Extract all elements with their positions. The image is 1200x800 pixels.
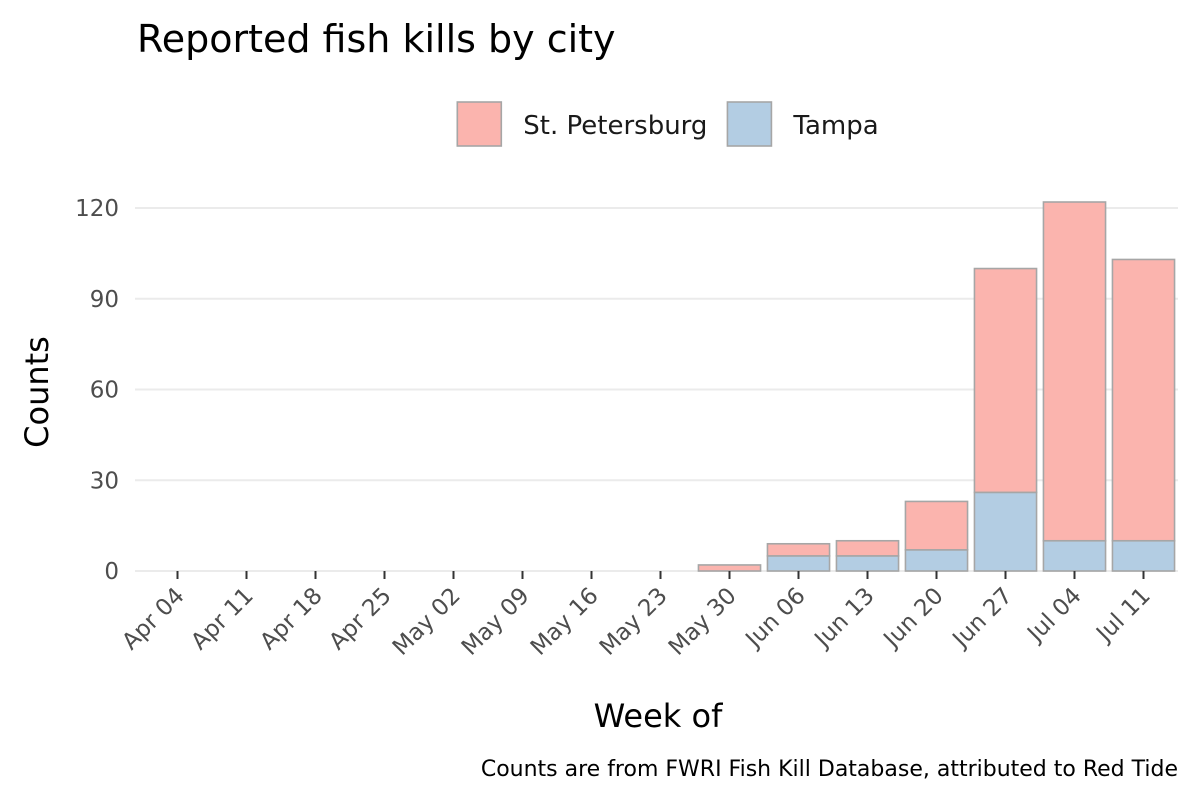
x-tick-label: Apr 18 — [255, 583, 327, 655]
bar-tampa-jul-04 — [1042, 539, 1107, 572]
x-tick-label: Apr 11 — [186, 583, 258, 655]
bar-tampa-jun-06 — [766, 555, 831, 572]
bars — [697, 201, 1176, 572]
bar-tampa-jul-11 — [1111, 539, 1176, 572]
legend-label-st-petersburg: St. Petersburg — [523, 111, 707, 141]
x-tick-label: May 23 — [595, 583, 673, 661]
x-tick-label: May 09 — [457, 583, 535, 661]
bar-st-petersburg-jun-06 — [766, 542, 831, 557]
x-tick-label: Apr 04 — [117, 583, 189, 655]
bar-st-petersburg-jul-04 — [1042, 201, 1107, 542]
legend: St. Petersburg Tampa — [456, 101, 879, 147]
y-tick-label: 90 — [90, 287, 119, 313]
x-tick-label: Jul 04 — [1021, 583, 1086, 648]
y-axis-ticks: 0 30 60 90 120 — [75, 196, 119, 585]
x-tick-label: May 16 — [526, 583, 604, 661]
bar-st-petersburg-jul-11 — [1111, 258, 1176, 542]
y-tick-label: 60 — [90, 378, 119, 404]
x-tick-label: Jun 27 — [947, 583, 1018, 654]
bar-st-petersburg-jun-27 — [973, 267, 1038, 494]
x-tick-label: Apr 25 — [324, 583, 396, 655]
x-tick-label: May 30 — [664, 583, 742, 661]
x-tick-label: Jun 20 — [878, 583, 949, 654]
x-axis-title: Week of — [594, 697, 723, 735]
legend-label-tampa: Tampa — [792, 111, 878, 141]
bar-tampa-jun-20 — [904, 549, 969, 572]
legend-key-tampa — [726, 101, 773, 147]
bar-tampa-jun-27 — [973, 491, 1038, 572]
y-tick-label: 120 — [75, 196, 119, 222]
chart-title: Reported fish kills by city — [137, 17, 616, 61]
bar-st-petersburg-may-30 — [697, 564, 762, 572]
x-tick-label: Jul 11 — [1090, 583, 1155, 648]
chart-caption: Counts are from FWRI Fish Kill Database,… — [481, 757, 1178, 782]
x-tick-label: Jun 13 — [809, 583, 880, 654]
legend-key-st-petersburg — [456, 101, 503, 147]
bar-st-petersburg-jun-20 — [904, 500, 969, 551]
bar-st-petersburg-jun-13 — [835, 539, 900, 557]
x-tick-label: May 02 — [388, 583, 466, 661]
bar-tampa-jun-13 — [835, 555, 900, 572]
y-axis-title: Counts — [18, 336, 56, 448]
x-tick-label: Jun 06 — [740, 583, 811, 654]
y-tick-label: 0 — [104, 559, 119, 585]
y-tick-label: 30 — [90, 468, 119, 494]
